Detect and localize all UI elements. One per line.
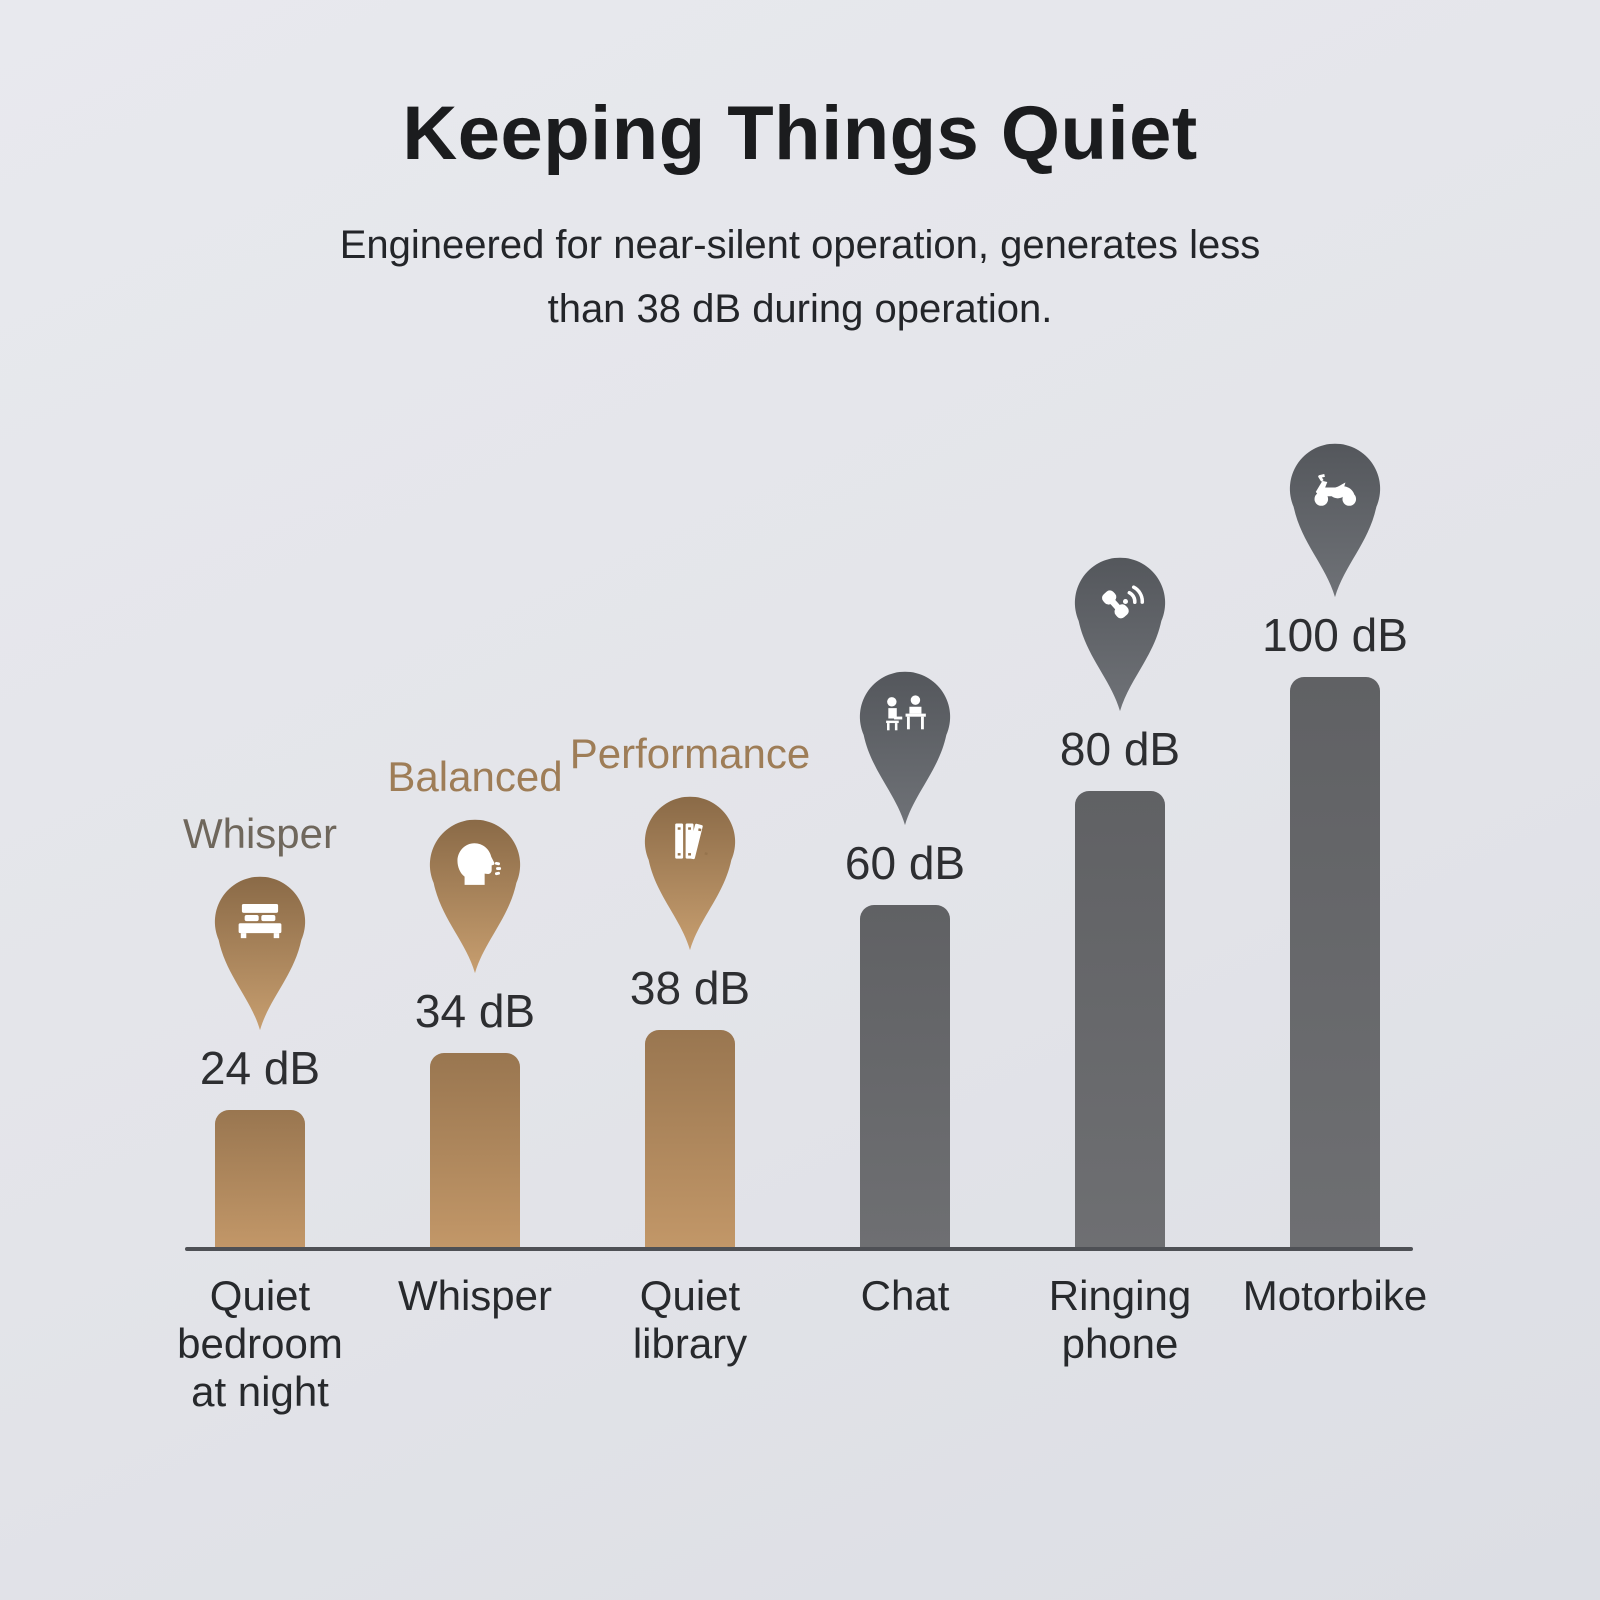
pin-shape [1289,443,1381,598]
category-label-line: at night [191,1368,329,1415]
library-books-pin [644,796,736,951]
speaking-head-pin [429,819,521,974]
pin-shape [1074,557,1166,712]
x-axis-line [185,1247,1413,1251]
mode-label: Whisper [182,810,338,857]
ringing-phone-pin [1074,557,1166,712]
chart-column-3: 60 dB [795,669,1015,1247]
category-label-line: bedroom [177,1320,343,1367]
category-label-line: Motorbike [1242,1272,1428,1319]
pin-shape [214,876,306,1031]
bar [1290,677,1380,1247]
pin-shape [429,819,521,974]
category-label-line: Chat [860,1272,950,1319]
db-value-label: 24 dB [199,1042,321,1094]
category-label-0: Quiet bedroom at night [130,1272,390,1416]
db-value-label: 100 dB [1262,609,1408,661]
db-value-label: 80 dB [1059,723,1181,775]
chart-column-1: Balanced 34 dB [365,753,585,1247]
bar [1075,791,1165,1247]
category-label-4: Ringing phone [990,1272,1250,1368]
page-title: Keeping Things Quiet [402,91,1198,176]
category-label-line: Quiet [209,1272,311,1319]
chart-column-5: 100 dB [1225,441,1445,1247]
subtitle-line-1: Engineered for near-silent operation, ge… [339,223,1261,267]
db-value-label: 38 dB [629,962,751,1014]
bar [215,1110,305,1247]
mode-label: Performance [569,730,811,777]
bed-pin [214,876,306,1031]
pin-shape [644,796,736,951]
db-value-label: 34 dB [414,985,536,1037]
mode-label: Balanced [387,753,563,800]
motorbike-pin [1289,443,1381,598]
category-label-line: phone [1061,1320,1179,1367]
category-label-line: library [632,1320,748,1367]
subtitle: Engineered for near-silent operation, ge… [0,213,1600,341]
category-label-3: Chat [775,1272,1035,1320]
bar [645,1030,735,1247]
category-label-5: Motorbike [1205,1272,1465,1320]
people-chatting-pin [859,671,951,826]
chart-column-4: 80 dB [1010,555,1230,1247]
subtitle-line-2: than 38 dB during operation. [547,287,1053,331]
db-value-label: 60 dB [844,837,966,889]
bar [430,1053,520,1247]
pin-shape [859,671,951,826]
chart-column-2: Performance 38 dB [570,730,810,1247]
category-label-2: Quiet library [560,1272,820,1368]
chart-column-0: Whisper 24 dB [150,810,370,1247]
header: Keeping Things Quiet Engineered for near… [0,0,1600,341]
category-label-line: Ringing [1048,1272,1192,1319]
category-label-1: Whisper [345,1272,605,1320]
bar [860,905,950,1247]
category-label-line: Whisper [397,1272,553,1319]
category-label-line: Quiet [639,1272,741,1319]
